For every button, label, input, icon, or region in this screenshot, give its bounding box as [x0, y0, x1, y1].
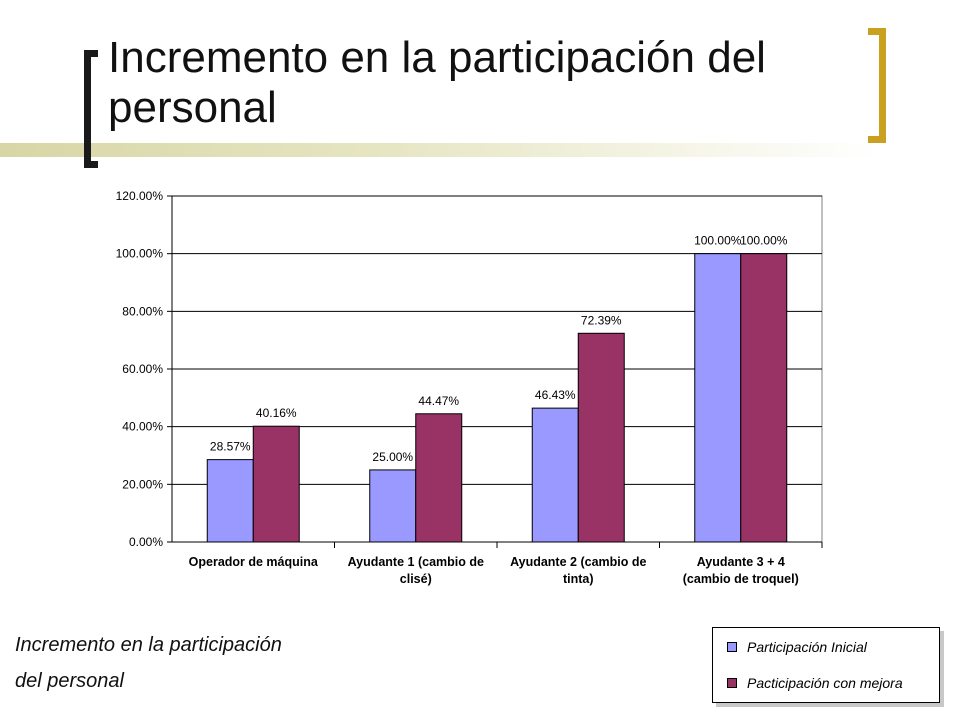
- bar-series-2-4: [740, 253, 788, 543]
- x-category-label: Ayudante 2 (cambio de: [510, 555, 646, 569]
- legend-label-mejora: Pacticipación con mejora: [747, 675, 903, 691]
- caption-line-1: Incremento en la participación: [15, 634, 282, 656]
- data-label: 100.00%: [694, 234, 742, 248]
- legend-label-inicial: Participación Inicial: [747, 639, 867, 655]
- chart-legend: Participación Inicial Pacticipación con …: [712, 627, 940, 703]
- x-category-label: Ayudante 3 + 4: [697, 555, 785, 569]
- data-label: 28.57%: [210, 440, 251, 454]
- x-category-label: (cambio de troquel): [683, 572, 799, 586]
- legend-swatch-inicial: [727, 642, 737, 652]
- x-category-label: clisé): [400, 572, 432, 586]
- bar-series-1-1: [206, 459, 254, 543]
- bar-chart: 0.00% 20.00% 40.00% 60.00% 80.00% 100.00% 120.…: [116, 189, 823, 586]
- bar-series-1-2: [369, 469, 417, 543]
- y-tick-label: 20.00%: [122, 477, 163, 491]
- x-category-label: Operador de máquina: [189, 555, 319, 569]
- legend-swatch-mejora: [727, 678, 737, 688]
- data-label: 44.47%: [418, 394, 459, 408]
- bar-series-1-4: [694, 253, 742, 543]
- bar-series-2-3: [577, 332, 625, 543]
- slide-title: Incremento en la participación del perso…: [108, 33, 766, 132]
- bar-series-2-1: [252, 425, 300, 543]
- data-label: 72.39%: [581, 313, 622, 327]
- legend-item-mejora: Pacticipación con mejora: [727, 674, 903, 692]
- y-tick-label: 40.00%: [122, 420, 163, 434]
- title-accent-bar: [0, 143, 880, 157]
- caption-line-2: del personal: [15, 670, 124, 692]
- bar-series-1-3: [531, 407, 579, 543]
- data-label: 40.16%: [256, 406, 297, 420]
- data-label: 100.00%: [740, 234, 788, 248]
- y-tick-label: 80.00%: [122, 304, 163, 318]
- y-tick-label: 60.00%: [122, 362, 163, 376]
- right-bracket-decoration: [868, 28, 886, 143]
- legend-item-inicial: Participación Inicial: [727, 638, 867, 656]
- data-label: 25.00%: [372, 450, 413, 464]
- y-tick-label: 100.00%: [116, 247, 164, 261]
- left-bracket-decoration: [84, 50, 98, 168]
- x-category-label: Ayudante 1 (cambio de: [348, 555, 484, 569]
- y-tick-label: 0.00%: [129, 535, 163, 549]
- data-label: 46.43%: [535, 388, 576, 402]
- y-tick-label: 120.00%: [116, 189, 164, 203]
- caption: Incremento en la participación del perso…: [15, 627, 435, 699]
- x-category-label: tinta): [563, 572, 594, 586]
- bar-series-2-2: [415, 413, 463, 543]
